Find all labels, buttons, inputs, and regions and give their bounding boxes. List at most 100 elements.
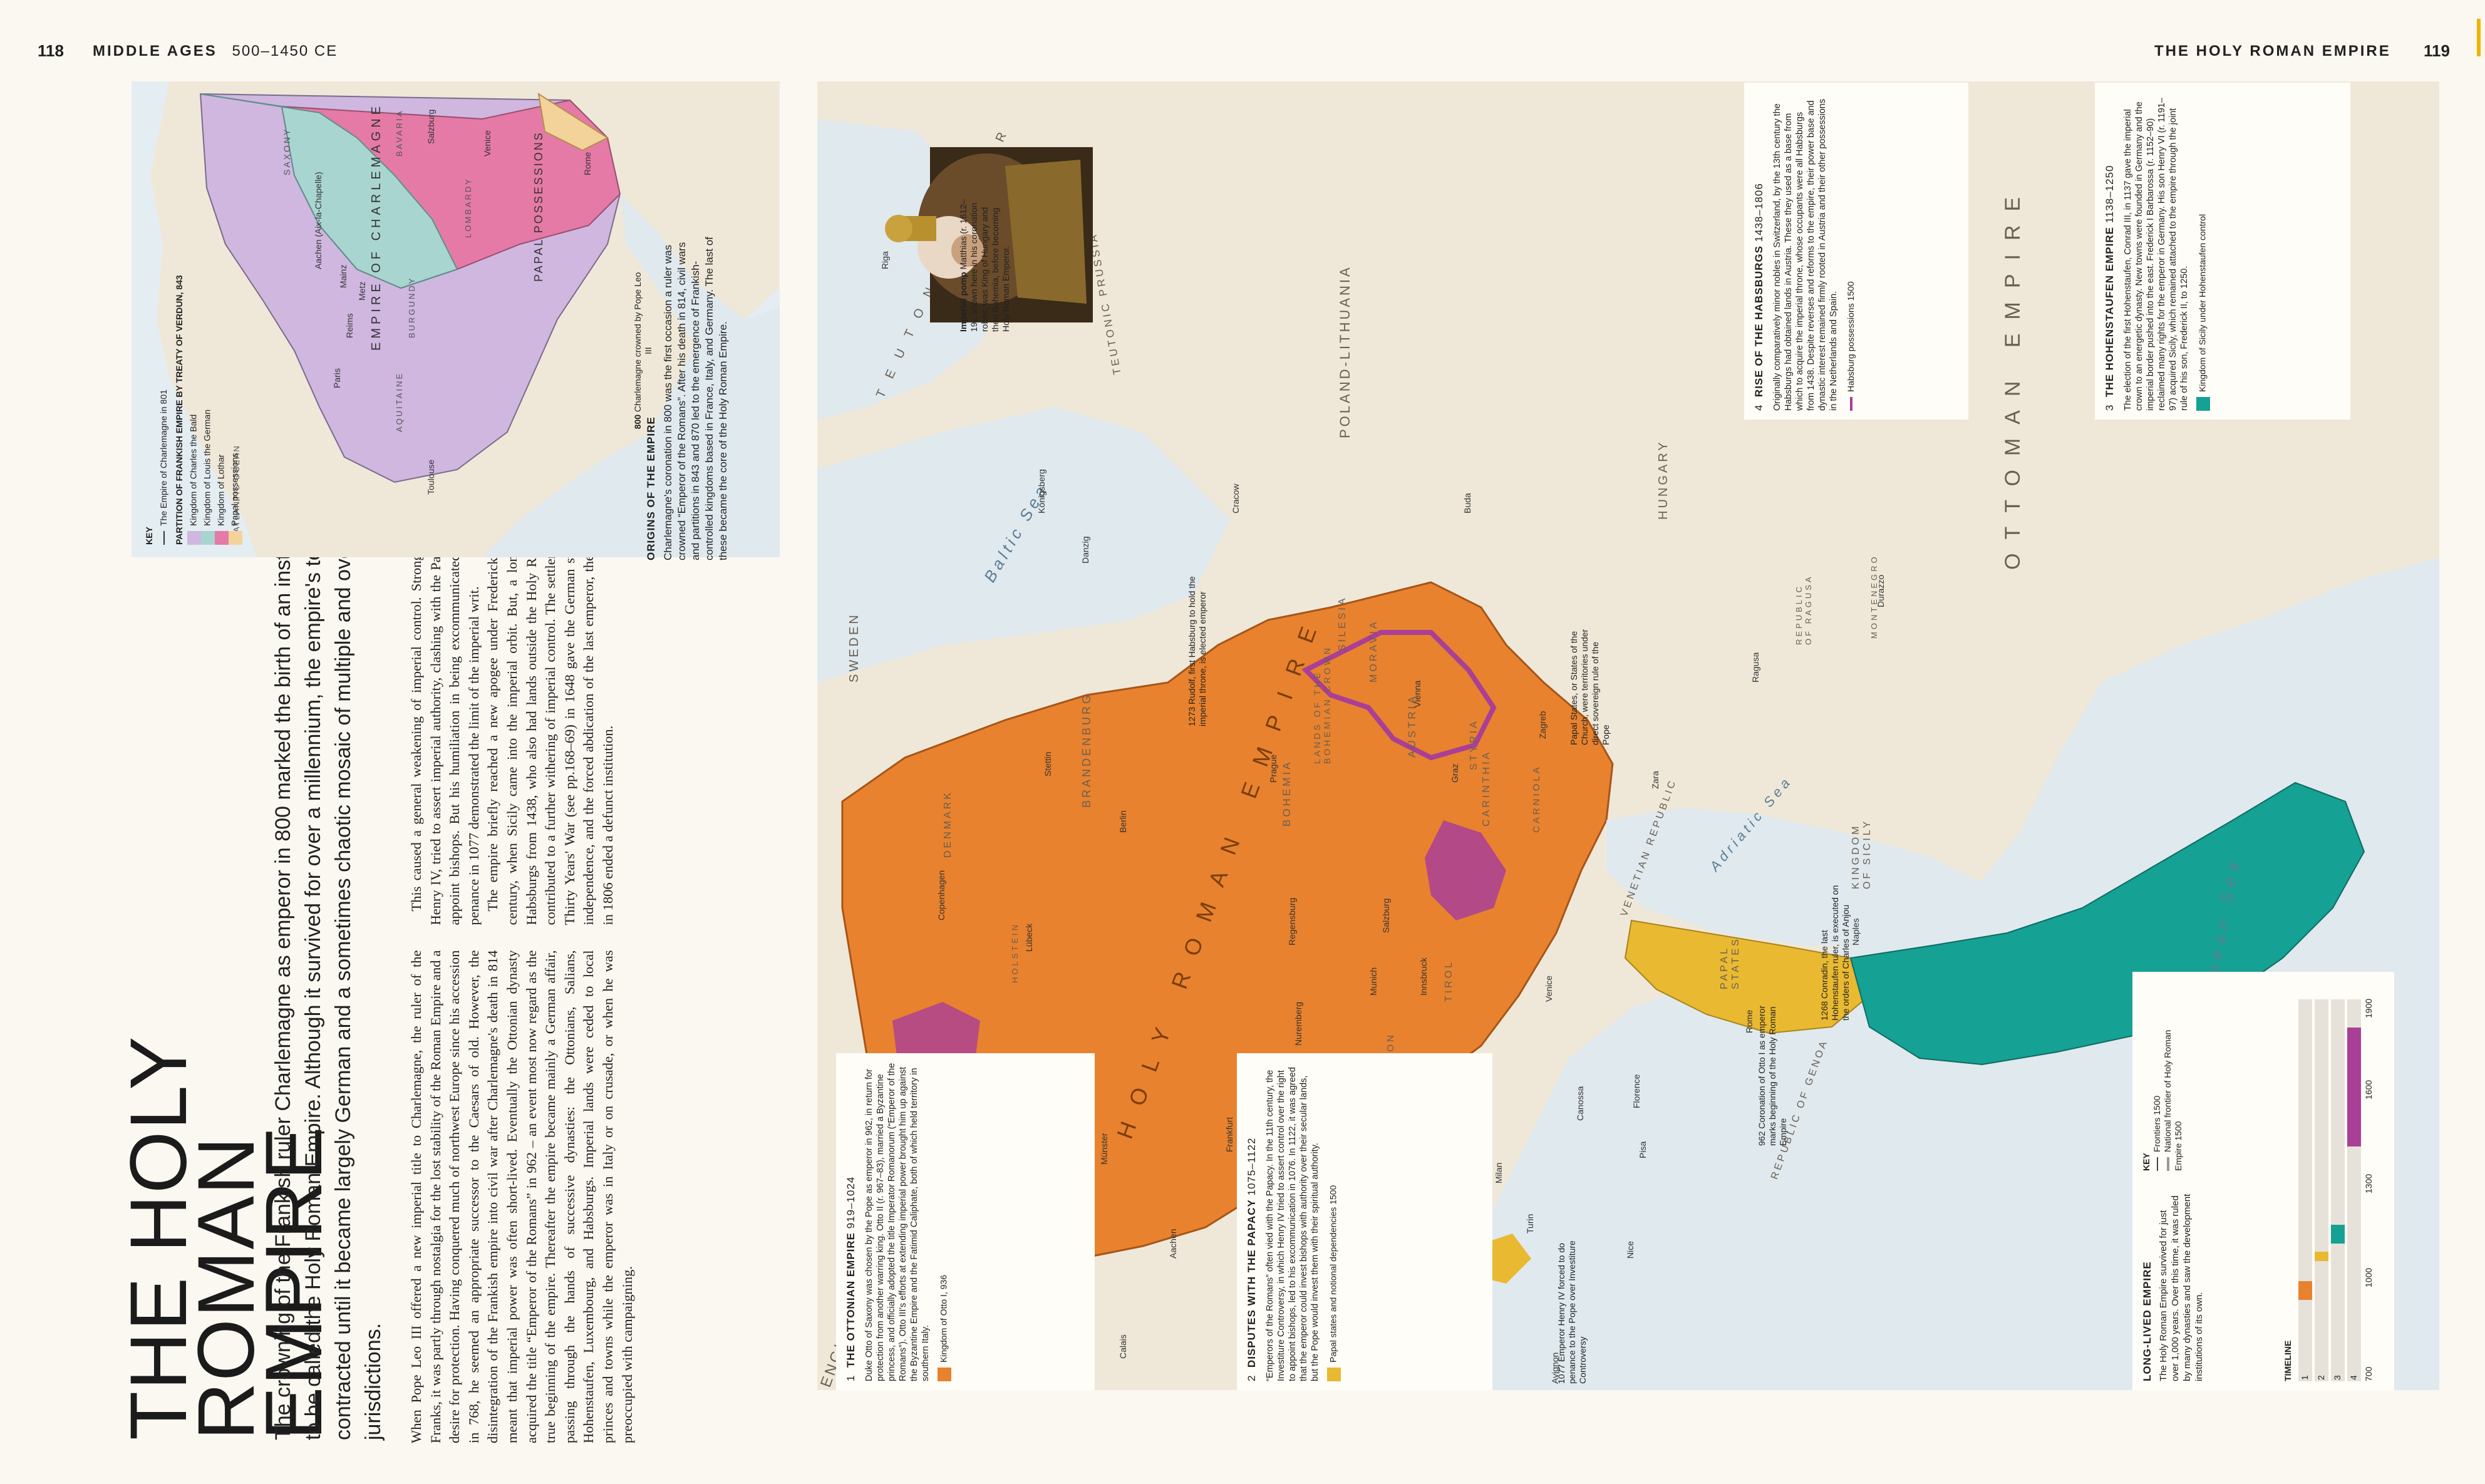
inset-key-label: Kingdom of Louis the German bbox=[202, 410, 212, 526]
inset-key-partition: PARTITION OF FRANKISH EMPIRE BY TREATY O… bbox=[174, 275, 184, 545]
city-milan: Milan bbox=[1494, 1162, 1504, 1183]
city-lubeck: Lübeck bbox=[1024, 923, 1034, 952]
inset-label-papal: PAPAL POSSESSIONS bbox=[532, 131, 545, 282]
timeline-tick: 700 bbox=[2364, 1366, 2374, 1381]
panel-text: The election of the first Hohenstaufen, … bbox=[2123, 98, 2189, 411]
city-copenhagen: Copenhagen bbox=[936, 870, 946, 920]
panel-key: Papal states and notional dependencies 1… bbox=[1327, 1062, 1341, 1381]
page-marker bbox=[2477, 19, 2481, 56]
inset-label-saxony: SAXONY bbox=[282, 127, 292, 175]
inset-key-label: Kingdom of Charles the Bald bbox=[188, 414, 199, 526]
timeline-row-label: 1 bbox=[2300, 1375, 2310, 1380]
region-moravia: MORAVIA bbox=[1368, 619, 1379, 683]
timeline-bar-habsburg bbox=[2347, 1028, 2361, 1146]
annotation-1077: 1077 Emperor Henry IV forced to do penan… bbox=[1556, 1227, 1588, 1384]
inset-label-lombardy: LOMBARDY bbox=[463, 177, 473, 238]
timeline-tick: 1300 bbox=[2364, 1173, 2374, 1193]
panel-long-lived: LONG-LIVED EMPIRE The Holy Roman Empire … bbox=[2132, 972, 2394, 1390]
legend-swatch-icon bbox=[201, 531, 215, 545]
city-berlin: Berlin bbox=[1118, 810, 1128, 833]
panel-title: RISE OF THE HABSBURGS bbox=[1753, 245, 1765, 398]
city-zara: Zara bbox=[1650, 771, 1660, 789]
region-brandenburg: BRANDENBURG bbox=[1080, 692, 1093, 808]
annotation-text: 962 Coronation of Otto I as emperor mark… bbox=[1757, 1005, 1788, 1146]
timeline-tick: 1000 bbox=[2364, 1267, 2374, 1287]
city-graz: Graz bbox=[1450, 763, 1460, 783]
legend-swatch-icon bbox=[229, 531, 242, 545]
timeline: 1 2 3 4 700 1000 1300 1600 1900 bbox=[2298, 999, 2374, 1381]
inset-note-year: 800 bbox=[633, 414, 643, 430]
legend-line-icon bbox=[1850, 397, 1853, 411]
inset-label-bavaria: BAVARIA bbox=[395, 109, 404, 157]
region-denmark: DENMARK bbox=[943, 790, 953, 858]
inset-key-label: Kingdom of Lothar bbox=[215, 454, 226, 526]
timeline-row-label: 3 bbox=[2332, 1375, 2342, 1380]
section-dates: 500–1450 CE bbox=[232, 43, 338, 59]
city-danzig: Danzig bbox=[1080, 536, 1090, 564]
panel-heading: 3 THE HOHENSTAUFEN EMPIRE 1138–1250 bbox=[2104, 91, 2116, 411]
long-lived-text: The Holy Roman Empire survived for just … bbox=[2158, 1193, 2204, 1381]
timeline-tick: 1600 bbox=[2364, 1080, 2374, 1100]
annotation-962: 962 Coronation of Otto I as emperor mark… bbox=[1757, 1002, 1789, 1146]
article-body: When Pope Leo III offered a new imperial… bbox=[407, 432, 777, 1443]
timeline-row: 3 bbox=[2331, 999, 2345, 1381]
inset-key-label: The Empire of Charlemagne in 801 bbox=[158, 389, 168, 526]
city-konigsberg: Königsberg bbox=[1036, 469, 1046, 513]
city-regensburg: Regensburg bbox=[1287, 897, 1297, 946]
inset-key-item: Kingdom of Charles the Bald bbox=[187, 113, 201, 545]
inset-label-empire: EMPIRE OF CHARLEMAGNE bbox=[369, 102, 383, 351]
timeline-tick: 1900 bbox=[2364, 998, 2374, 1018]
long-lived-key-title: KEY bbox=[2141, 1153, 2151, 1171]
panel-papacy: 2 DISPUTES WITH THE PAPACY 1075–1122 “Em… bbox=[1237, 1053, 1492, 1390]
timeline-row-label: 2 bbox=[2316, 1375, 2326, 1380]
annotation-text: 1268 Conradin, the last Hohenstaufen rul… bbox=[1819, 885, 1851, 1021]
panel-key-label: Papal states and notional dependencies 1… bbox=[1328, 1185, 1338, 1363]
panel-key-label: Kingdom of Otto I, 936 bbox=[938, 1274, 949, 1363]
legend-line-icon bbox=[163, 531, 165, 545]
annotation-1273: 1273 Rudolf, first Habsburg to hold the … bbox=[1187, 551, 1208, 726]
panel-dates: 919–1024 bbox=[845, 1176, 857, 1229]
city-turin: Turin bbox=[1525, 1213, 1535, 1234]
timeline-bar-ottonian bbox=[2298, 1281, 2312, 1300]
panel-heading: 4 RISE OF THE HABSBURGS 1438–1806 bbox=[1753, 91, 1765, 411]
city-venice: Venice bbox=[1544, 975, 1554, 1002]
inset-key-item: Kingdom of Lothar bbox=[215, 113, 229, 545]
region-papal: PAPAL STATES bbox=[1719, 937, 1741, 989]
inset-city: Venice bbox=[482, 130, 492, 157]
city-zagreb: Zagreb bbox=[1537, 711, 1547, 739]
inset-map-graphic bbox=[132, 81, 780, 557]
annotation-1268: 1268 Conradin, the last Hohenstaufen rul… bbox=[1819, 877, 1851, 1021]
city-buda: Buda bbox=[1462, 493, 1472, 513]
annotation-papal: Papal States, or States of the Church, w… bbox=[1569, 620, 1611, 745]
city-canossa: Canossa bbox=[1575, 1086, 1585, 1121]
panel-dates: 1138–1250 bbox=[2104, 165, 2116, 224]
page-number-left: 118 bbox=[38, 41, 64, 60]
region-tirol: TIROL bbox=[1444, 959, 1454, 1002]
panel-key-label: Kingdom of Sicily under Hohenstaufen con… bbox=[2197, 214, 2208, 392]
city-stettin: Stettin bbox=[1043, 751, 1053, 776]
panel-title: THE HOHENSTAUFEN EMPIRE bbox=[2104, 227, 2116, 398]
annotation-text: 1077 Emperor Henry IV forced to do penan… bbox=[1556, 1240, 1588, 1384]
emperor-portrait-image bbox=[885, 147, 1093, 322]
inset-city: Mainz bbox=[338, 264, 348, 288]
inset-city: Paris bbox=[332, 368, 342, 388]
panel-ottonian: 1 THE OTTONIAN EMPIRE 919–1024 Duke Otto… bbox=[836, 1053, 1095, 1390]
panel-dates: 1075–1122 bbox=[1246, 1137, 1258, 1196]
legend-line-icon bbox=[2167, 1157, 2170, 1171]
city-prague: Prague bbox=[1268, 754, 1278, 783]
city-cracow: Cracow bbox=[1231, 483, 1241, 513]
city-nuremberg: Nuremberg bbox=[1293, 1001, 1303, 1046]
panel-text: “Emperors of the Romans” often vied with… bbox=[1265, 1067, 1320, 1381]
emperor-portrait bbox=[880, 141, 1093, 322]
long-lived-key-item: National frontier of Holy Roman Empire 1… bbox=[2162, 1008, 2184, 1171]
region-carinthia: CARINTHIA bbox=[1481, 750, 1492, 827]
panel-title: DISPUTES WITH THE PAPACY bbox=[1246, 1199, 1258, 1368]
panel-number: 2 bbox=[1246, 1374, 1258, 1381]
legend-swatch-icon bbox=[2196, 397, 2210, 411]
page-number-right: 119 bbox=[2424, 41, 2450, 60]
city-munich: Munich bbox=[1368, 967, 1378, 996]
region-holstein: HOLSTEIN bbox=[1010, 922, 1020, 983]
region-silesia: SILESIA bbox=[1337, 595, 1348, 651]
city-rome: Rome bbox=[1744, 1009, 1754, 1033]
region-ragusa: REPUBLIC OF RAGUSA bbox=[1794, 574, 1813, 645]
